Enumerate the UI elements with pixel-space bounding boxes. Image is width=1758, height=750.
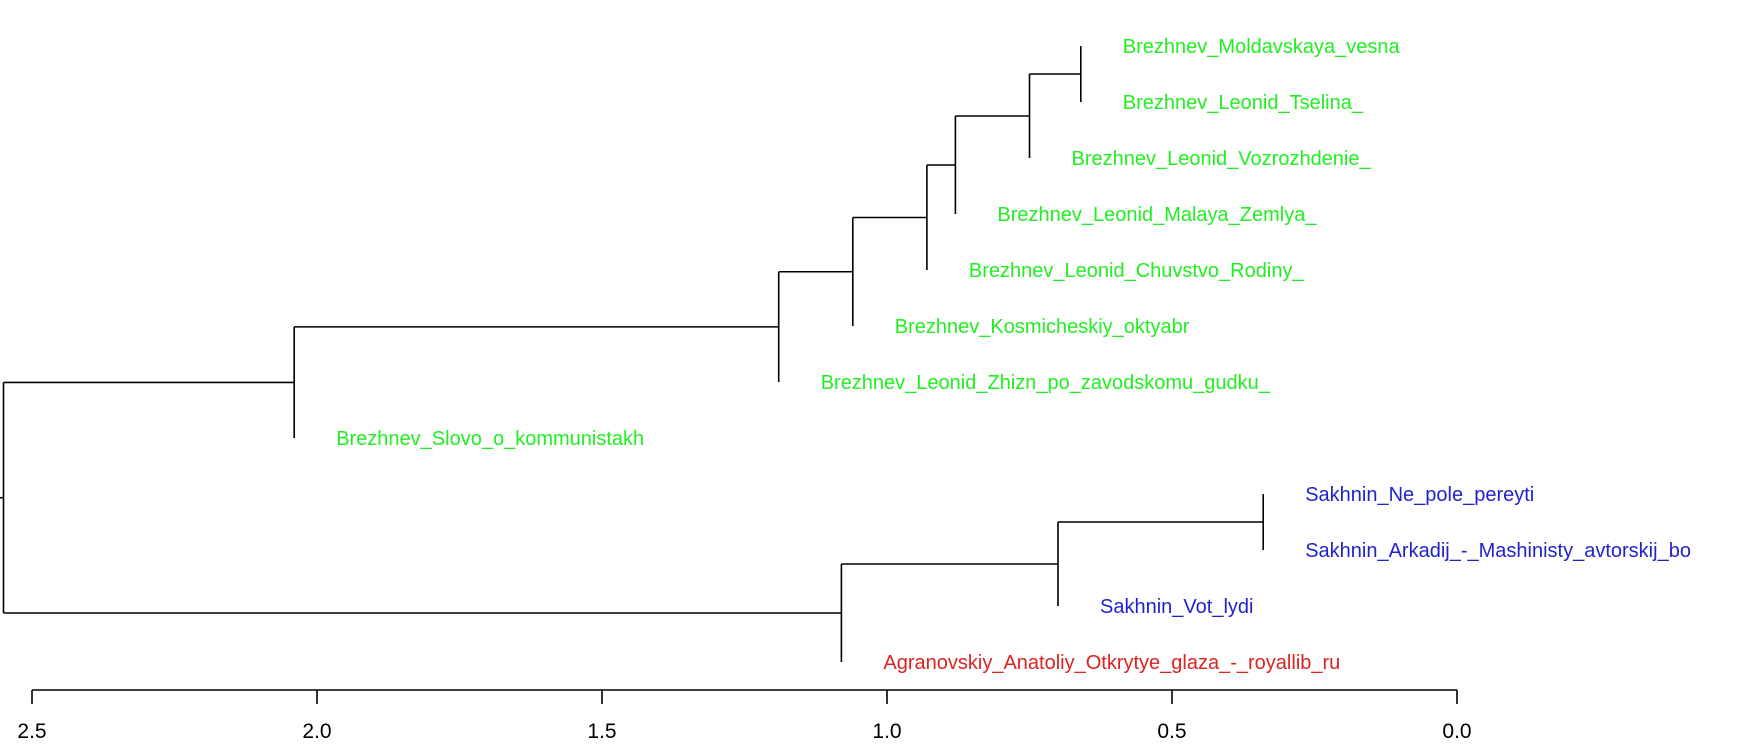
leaf-label: Sakhnin_Arkadij_-_Mashinisty_avtorskij_b… (1305, 540, 1691, 562)
x-axis-tick-label: 2.0 (302, 720, 331, 743)
leaf-label: Brezhnev_Moldavskaya_vesna (1123, 36, 1401, 58)
leaf-label: Brezhnev_Leonid_Malaya_Zemlya_ (997, 204, 1317, 226)
leaf-label: Brezhnev_Slovo_o_kommunistakh (336, 428, 644, 450)
x-axis-tick-label: 0.5 (1157, 720, 1186, 743)
leaf-label: Brezhnev_Leonid_Tselina_ (1123, 92, 1364, 114)
x-axis-tick-label: 1.5 (587, 720, 616, 743)
x-axis-tick-label: 0.0 (1442, 720, 1471, 743)
leaf-label: Agranovskiy_Anatoliy_Otkrytye_glaza_-_ro… (883, 652, 1340, 674)
leaf-label: Brezhnev_Kosmicheskiy_oktyabr (895, 316, 1190, 338)
leaf-label: Brezhnev_Leonid_Chuvstvo_Rodiny_ (969, 260, 1305, 282)
leaf-label: Sakhnin_Ne_pole_pereyti (1305, 484, 1534, 506)
leaf-label: Sakhnin_Vot_lydi (1100, 596, 1253, 618)
x-axis-tick-label: 2.5 (17, 720, 46, 743)
x-axis: 2.5 2.0 1.5 1.0 0.5 0.0 (17, 689, 1472, 743)
leaf-label: Brezhnev_Leonid_Vozrozhdenie_ (1072, 148, 1372, 170)
leaf-labels: Brezhnev_Moldavskaya_vesna Brezhnev_Leoni… (336, 36, 1691, 674)
dendrogram-edges (0, 46, 1264, 662)
x-axis-tick-label: 1.0 (872, 720, 901, 743)
leaf-label: Brezhnev_Leonid_Zhizn_po_zavodskomu_gudk… (821, 372, 1271, 394)
